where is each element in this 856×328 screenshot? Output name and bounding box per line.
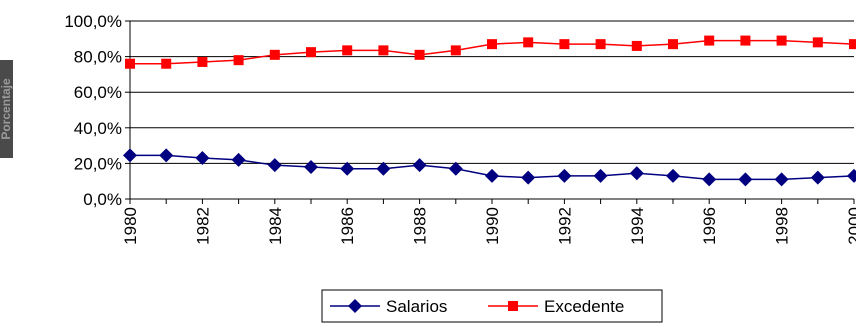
data-point: [233, 55, 244, 66]
data-point: [704, 35, 715, 46]
data-point: [593, 168, 608, 183]
x-tick-label: 1998: [773, 207, 792, 245]
data-point: [123, 148, 137, 163]
data-point: [812, 37, 823, 48]
data-point: [448, 161, 463, 176]
data-point: [159, 148, 174, 163]
legend: Salarios Excedente: [321, 289, 663, 323]
x-tick-label: 1980: [121, 207, 140, 245]
x-tick-label: 1982: [193, 207, 212, 245]
data-point: [306, 47, 316, 58]
data-point: [557, 168, 572, 183]
y-tick-label: 60,0%: [74, 83, 122, 102]
y-tick-label: 20,0%: [74, 154, 122, 173]
axes: [125, 20, 855, 204]
data-point: [412, 158, 427, 173]
data-point: [267, 158, 282, 173]
data-point: [738, 172, 753, 187]
data-point: [668, 39, 678, 50]
x-tick-label: 1984: [266, 207, 285, 245]
data-point: [631, 40, 642, 51]
data-point: [231, 152, 246, 167]
x-tick-label: 1986: [338, 207, 357, 245]
legend-marker: [508, 301, 518, 311]
data-point: [269, 49, 280, 60]
data-point: [450, 45, 461, 56]
series-salarios: [123, 148, 856, 187]
data-point: [376, 161, 391, 176]
x-tick-label: 1996: [700, 207, 719, 245]
data-point: [195, 151, 210, 166]
data-point: [414, 49, 425, 60]
data-point: [487, 39, 497, 50]
data-point: [702, 172, 717, 187]
y-tick-label: 80,0%: [74, 48, 122, 67]
data-point: [849, 39, 856, 50]
data-point: [125, 58, 135, 69]
x-tick-label: 1988: [411, 207, 430, 245]
legend-label: Salarios: [386, 297, 447, 316]
y-axis-label: Porcentaje: [0, 78, 13, 140]
data-point: [161, 58, 172, 69]
y-tick-labels: 0,0% 20,0% 40,0% 60,0% 80,0% 100,0%: [64, 12, 122, 209]
data-point: [776, 35, 787, 46]
x-tick-label: 1990: [483, 207, 502, 245]
y-axis-label-group: Porcentaje: [0, 60, 13, 158]
data-point: [810, 170, 825, 185]
data-point: [774, 172, 789, 187]
y-tick-label: 40,0%: [74, 119, 122, 138]
data-point: [595, 39, 606, 50]
x-tick-label: 1994: [628, 207, 647, 245]
data-point: [485, 168, 499, 183]
data-point: [629, 166, 644, 181]
x-tick-label: 1992: [555, 207, 574, 245]
series-excedente: [125, 35, 856, 69]
data-point: [304, 159, 318, 174]
data-point: [378, 45, 389, 56]
grid-lines: [130, 20, 854, 164]
data-point: [342, 45, 353, 56]
y-tick-label: 100,0%: [64, 12, 122, 31]
data-point: [521, 170, 536, 185]
y-tick-label: 0,0%: [83, 190, 122, 209]
data-point: [197, 56, 208, 67]
data-point: [847, 168, 856, 183]
series-group: [123, 35, 856, 187]
x-tick-label: 2000: [845, 207, 856, 245]
data-point: [559, 39, 570, 50]
legend-entry: Excedente: [488, 297, 624, 316]
y-axis-label-background: [0, 60, 13, 158]
legend-label: Excedente: [544, 297, 624, 316]
data-point: [340, 161, 355, 176]
legend-marker: [348, 299, 362, 313]
data-point: [523, 37, 534, 48]
legend-entry: Salarios: [330, 297, 447, 316]
data-point: [740, 35, 751, 46]
data-point: [666, 168, 680, 183]
x-tick-labels: 1980 1982 1984 1986 1988 1990 1992 1994 1996 1998…: [121, 207, 856, 245]
